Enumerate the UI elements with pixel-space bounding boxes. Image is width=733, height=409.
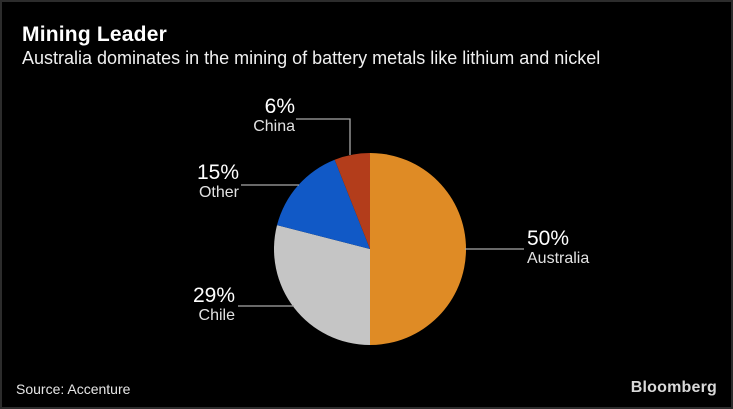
chart-title: Mining Leader	[22, 23, 167, 46]
pie-slice-other	[277, 159, 370, 249]
slice-label-australia: 50% Australia	[527, 227, 589, 267]
pie-slices	[274, 153, 466, 345]
chart-subtitle: Australia dominates in the mining of bat…	[22, 48, 601, 68]
slice-label-other: 15% Other	[197, 161, 239, 201]
slice-label-chile: 29% Chile	[193, 284, 235, 324]
slice-pct-china: 6%	[264, 95, 295, 118]
slice-name-other: Other	[198, 184, 239, 201]
slice-name-australia: Australia	[527, 250, 590, 267]
chart-header: Mining Leader Australia dominates in the…	[22, 23, 717, 69]
slice-name-china: China	[253, 118, 295, 135]
pie-slice-chile	[274, 225, 370, 345]
chart-footer: Source: Accenture Bloomberg	[16, 379, 717, 397]
slice-pct-australia: 50%	[527, 227, 570, 250]
slice-pct-chile: 29%	[192, 284, 235, 307]
slice-label-china: 6% China	[253, 95, 295, 135]
pie-slice-china	[334, 153, 370, 249]
source-note: Source: Accenture	[16, 381, 131, 397]
slice-name-chile: Chile	[198, 307, 235, 324]
slice-pct-other: 15%	[196, 161, 239, 184]
callout-line-china	[296, 118, 351, 155]
pie-slice-australia	[370, 153, 466, 345]
bloomberg-logo: Bloomberg	[630, 379, 717, 396]
